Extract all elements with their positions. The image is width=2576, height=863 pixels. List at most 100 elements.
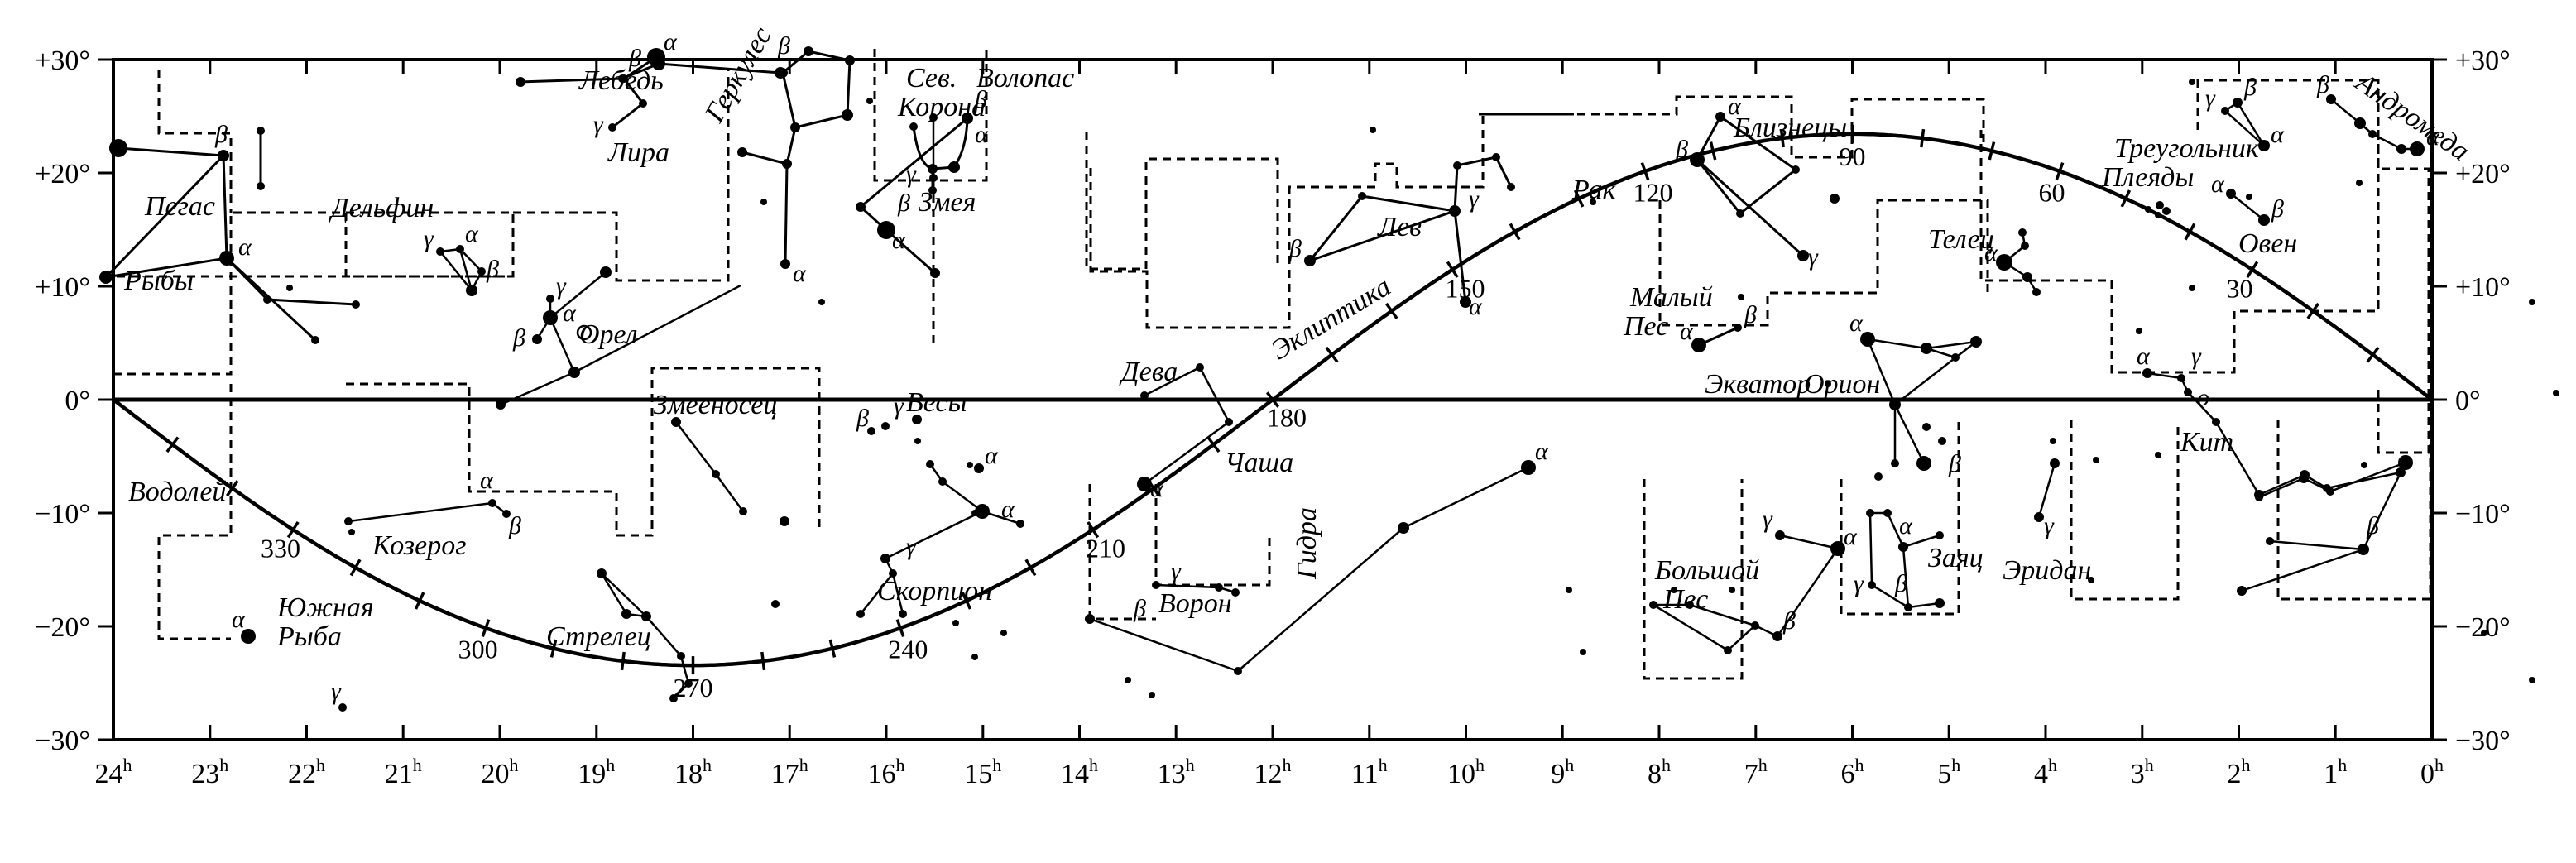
svg-text:β: β: [486, 256, 499, 283]
svg-text:Заяц: Заяц: [1928, 543, 1984, 573]
svg-text:Волопас: Волопас: [976, 63, 1074, 93]
svg-text:o: o: [2197, 384, 2209, 411]
svg-text:γ: γ: [593, 111, 604, 138]
svg-text:β: β: [512, 324, 525, 352]
svg-text:α: α: [2271, 121, 2285, 148]
svg-text:α: α: [1001, 496, 1015, 523]
svg-text:0°: 0°: [65, 386, 90, 416]
svg-text:−10°: −10°: [2455, 499, 2511, 530]
svg-text:180: 180: [1267, 402, 1307, 432]
svg-text:Рыба: Рыба: [276, 621, 342, 652]
svg-text:γ: γ: [2191, 343, 2202, 370]
svg-text:α: α: [793, 260, 807, 287]
svg-text:β: β: [856, 405, 869, 432]
svg-text:Водолей: Водолей: [128, 477, 226, 507]
svg-text:β: β: [1288, 235, 1302, 262]
svg-text:γ: γ: [331, 678, 342, 705]
svg-text:Плеяды: Плеяды: [2101, 162, 2194, 193]
svg-text:β: β: [1133, 595, 1146, 622]
svg-text:120: 120: [1633, 177, 1673, 207]
svg-text:Стрелец: Стрелец: [546, 621, 651, 652]
svg-text:−30°: −30°: [35, 726, 90, 756]
svg-text:30: 30: [2227, 273, 2253, 303]
svg-text:Эридан: Эридан: [2003, 555, 2091, 586]
svg-text:α: α: [232, 606, 246, 633]
svg-text:210: 210: [1086, 534, 1125, 563]
svg-text:Кит: Кит: [2180, 427, 2233, 458]
svg-text:Большой: Большой: [1654, 555, 1759, 586]
svg-text:α: α: [1844, 523, 1858, 550]
svg-text:β: β: [2316, 71, 2329, 98]
svg-text:Дева: Дева: [1119, 357, 1178, 387]
svg-text:+30°: +30°: [2455, 46, 2511, 76]
svg-text:α: α: [985, 442, 999, 469]
svg-text:α: α: [2211, 170, 2225, 198]
svg-text:Телец: Телец: [1928, 224, 1994, 255]
svg-text:γ: γ: [1763, 506, 1773, 533]
svg-text:+20°: +20°: [35, 159, 90, 189]
svg-text:Лира: Лира: [607, 137, 669, 168]
svg-text:γ: γ: [1171, 558, 1182, 585]
svg-text:α: α: [2137, 343, 2151, 370]
svg-text:Орион: Орион: [1804, 369, 1880, 400]
svg-text:Рыбы: Рыбы: [123, 266, 194, 296]
svg-text:+20°: +20°: [2455, 159, 2511, 189]
svg-text:Сев.: Сев.: [906, 63, 957, 93]
svg-text:Орел: Орел: [579, 319, 638, 350]
svg-text:Весы: Весы: [906, 387, 967, 418]
svg-text:α: α: [892, 227, 906, 254]
svg-text:γ: γ: [2205, 84, 2216, 112]
svg-text:γ: γ: [556, 272, 567, 300]
svg-text:Овен: Овен: [2238, 228, 2297, 259]
svg-text:Дельфин: Дельфин: [329, 193, 434, 223]
svg-text:Козерог: Козерог: [372, 530, 466, 561]
svg-text:γ: γ: [894, 392, 904, 420]
svg-text:Малый: Малый: [1629, 282, 1713, 313]
svg-text:β: β: [897, 189, 910, 217]
svg-text:α: α: [1680, 318, 1694, 345]
svg-text:Скорпион: Скорпион: [877, 576, 992, 606]
svg-text:Пегас: Пегас: [144, 191, 215, 222]
svg-text:Змея: Змея: [919, 187, 976, 218]
svg-text:240: 240: [888, 634, 928, 664]
svg-text:α: α: [563, 300, 577, 327]
svg-text:α: α: [1535, 438, 1549, 465]
svg-text:−30°: −30°: [2455, 726, 2511, 756]
svg-text:β: β: [1744, 301, 1757, 328]
svg-text:β: β: [628, 45, 641, 72]
svg-text:β: β: [1782, 607, 1796, 635]
svg-text:270: 270: [674, 673, 713, 702]
svg-text:α: α: [465, 220, 479, 247]
svg-text:−20°: −20°: [2455, 612, 2511, 643]
svg-text:α: α: [975, 121, 989, 148]
svg-text:β: β: [2271, 195, 2284, 223]
svg-text:γ: γ: [2044, 512, 2055, 539]
svg-text:Лев: Лев: [1377, 212, 1422, 242]
svg-text:Корона: Корона: [897, 92, 986, 122]
svg-text:Гидра: Гидра: [1292, 507, 1322, 580]
svg-text:α: α: [238, 233, 252, 261]
svg-text:γ: γ: [1854, 570, 1864, 597]
svg-text:β: β: [1894, 570, 1907, 597]
svg-text:Пес: Пес: [1662, 584, 1708, 615]
svg-text:Ворон: Ворон: [1158, 588, 1232, 619]
svg-text:−20°: −20°: [35, 612, 90, 643]
svg-text:Змееносец: Змееносец: [654, 390, 777, 420]
svg-text:60: 60: [2039, 177, 2065, 207]
svg-text:300: 300: [458, 634, 498, 664]
svg-text:α: α: [2426, 123, 2440, 151]
svg-text:0°: 0°: [2455, 386, 2481, 416]
svg-text:+10°: +10°: [35, 272, 90, 303]
svg-text:Пес: Пес: [1623, 311, 1668, 342]
svg-text:α: α: [480, 467, 494, 494]
svg-text:β: β: [2366, 512, 2379, 539]
svg-text:γ: γ: [1469, 185, 1480, 213]
svg-text:β: β: [1948, 450, 1961, 477]
svg-text:−10°: −10°: [35, 499, 90, 530]
svg-text:+10°: +10°: [2455, 272, 2511, 303]
svg-text:γ: γ: [424, 225, 434, 252]
svg-text:Южная: Южная: [276, 592, 374, 623]
svg-text:α: α: [1849, 309, 1864, 337]
svg-text:Треугольник: Треугольник: [2114, 133, 2260, 164]
svg-text:Чаша: Чаша: [1225, 448, 1293, 478]
